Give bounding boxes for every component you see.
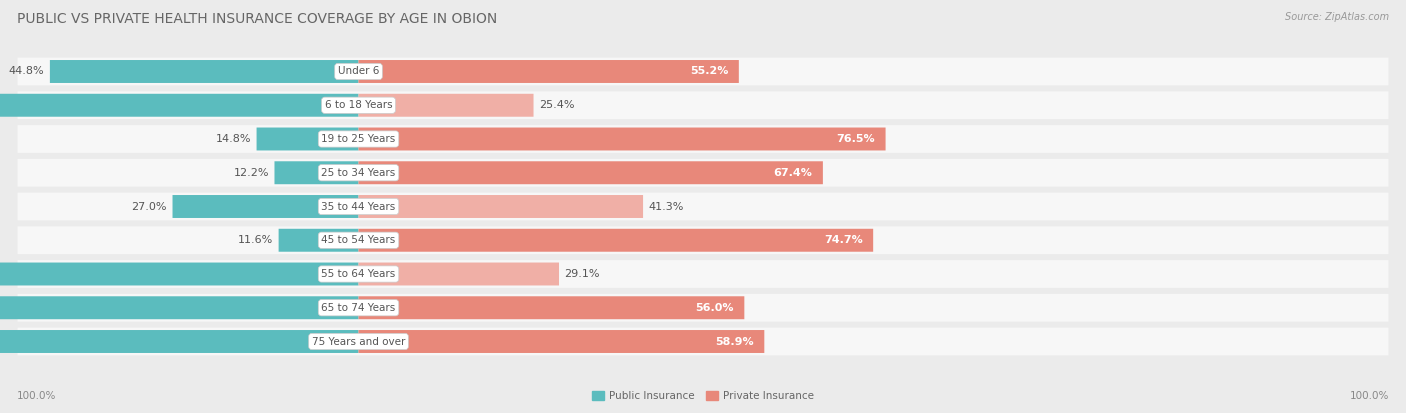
FancyBboxPatch shape bbox=[0, 94, 359, 117]
FancyBboxPatch shape bbox=[17, 91, 1389, 119]
Text: 29.1%: 29.1% bbox=[565, 269, 600, 279]
Text: 56.0%: 56.0% bbox=[696, 303, 734, 313]
FancyBboxPatch shape bbox=[359, 94, 533, 117]
FancyBboxPatch shape bbox=[17, 125, 1389, 153]
Text: 55.2%: 55.2% bbox=[690, 66, 728, 76]
FancyBboxPatch shape bbox=[359, 330, 765, 353]
FancyBboxPatch shape bbox=[359, 296, 744, 319]
Text: 67.4%: 67.4% bbox=[773, 168, 813, 178]
FancyBboxPatch shape bbox=[278, 229, 359, 252]
FancyBboxPatch shape bbox=[0, 296, 359, 319]
Text: 14.8%: 14.8% bbox=[215, 134, 252, 144]
Text: 45 to 54 Years: 45 to 54 Years bbox=[322, 235, 395, 245]
Text: 100.0%: 100.0% bbox=[1350, 391, 1389, 401]
FancyBboxPatch shape bbox=[359, 161, 823, 184]
FancyBboxPatch shape bbox=[359, 195, 643, 218]
Text: Source: ZipAtlas.com: Source: ZipAtlas.com bbox=[1285, 12, 1389, 22]
FancyBboxPatch shape bbox=[359, 60, 738, 83]
Text: 19 to 25 Years: 19 to 25 Years bbox=[322, 134, 395, 144]
Text: 65 to 74 Years: 65 to 74 Years bbox=[322, 303, 395, 313]
Text: 41.3%: 41.3% bbox=[648, 202, 683, 211]
FancyBboxPatch shape bbox=[173, 195, 359, 218]
FancyBboxPatch shape bbox=[359, 128, 886, 150]
FancyBboxPatch shape bbox=[49, 60, 359, 83]
Text: Under 6: Under 6 bbox=[337, 66, 380, 76]
Text: PUBLIC VS PRIVATE HEALTH INSURANCE COVERAGE BY AGE IN OBION: PUBLIC VS PRIVATE HEALTH INSURANCE COVER… bbox=[17, 12, 498, 26]
FancyBboxPatch shape bbox=[274, 161, 359, 184]
FancyBboxPatch shape bbox=[256, 128, 359, 150]
Text: 75 Years and over: 75 Years and over bbox=[312, 337, 405, 347]
Text: 100.0%: 100.0% bbox=[17, 391, 56, 401]
Text: 58.9%: 58.9% bbox=[716, 337, 754, 347]
FancyBboxPatch shape bbox=[17, 58, 1389, 85]
Text: 76.5%: 76.5% bbox=[837, 134, 876, 144]
Text: 55 to 64 Years: 55 to 64 Years bbox=[322, 269, 395, 279]
FancyBboxPatch shape bbox=[17, 328, 1389, 355]
FancyBboxPatch shape bbox=[17, 260, 1389, 288]
FancyBboxPatch shape bbox=[0, 263, 359, 285]
FancyBboxPatch shape bbox=[0, 330, 359, 353]
Text: 44.8%: 44.8% bbox=[8, 66, 45, 76]
FancyBboxPatch shape bbox=[17, 159, 1389, 187]
Text: 12.2%: 12.2% bbox=[233, 168, 269, 178]
Text: 27.0%: 27.0% bbox=[132, 202, 167, 211]
Text: 6 to 18 Years: 6 to 18 Years bbox=[325, 100, 392, 110]
FancyBboxPatch shape bbox=[359, 229, 873, 252]
Text: 25.4%: 25.4% bbox=[538, 100, 575, 110]
FancyBboxPatch shape bbox=[17, 294, 1389, 322]
Text: 11.6%: 11.6% bbox=[238, 235, 273, 245]
Text: 74.7%: 74.7% bbox=[824, 235, 863, 245]
FancyBboxPatch shape bbox=[359, 263, 560, 285]
FancyBboxPatch shape bbox=[17, 192, 1389, 221]
Text: 35 to 44 Years: 35 to 44 Years bbox=[322, 202, 395, 211]
FancyBboxPatch shape bbox=[17, 226, 1389, 254]
Text: 25 to 34 Years: 25 to 34 Years bbox=[322, 168, 395, 178]
Legend: Public Insurance, Private Insurance: Public Insurance, Private Insurance bbox=[588, 387, 818, 405]
